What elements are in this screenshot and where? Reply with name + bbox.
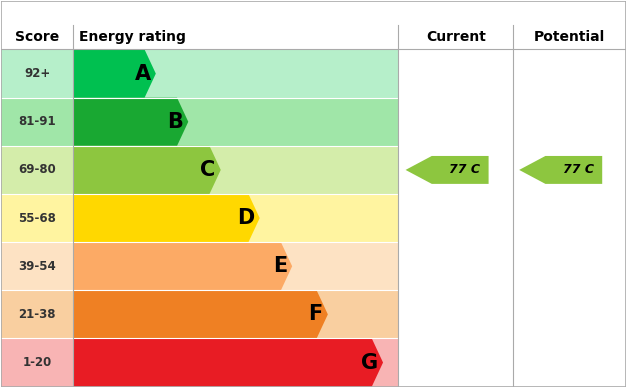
Polygon shape	[73, 194, 260, 242]
Text: C: C	[201, 160, 216, 180]
Text: 77 C: 77 C	[449, 163, 480, 177]
Text: Current: Current	[426, 30, 486, 44]
Text: 1-20: 1-20	[23, 356, 52, 369]
Text: Energy rating: Energy rating	[80, 30, 186, 44]
Text: B: B	[167, 112, 183, 132]
Polygon shape	[73, 146, 221, 194]
Polygon shape	[406, 156, 488, 184]
Bar	[73, 50, 398, 98]
Bar	[73, 290, 398, 338]
Text: Score: Score	[15, 30, 60, 44]
Text: A: A	[135, 64, 151, 84]
Text: D: D	[238, 208, 255, 228]
Bar	[73, 338, 398, 386]
Bar	[73, 98, 398, 146]
Text: 39-54: 39-54	[18, 260, 56, 273]
Bar	[1, 242, 73, 290]
Text: F: F	[308, 304, 323, 324]
Polygon shape	[519, 156, 602, 184]
Polygon shape	[73, 50, 156, 98]
Bar	[1, 50, 73, 98]
Bar	[1, 146, 73, 194]
Text: 55-68: 55-68	[18, 211, 56, 225]
Bar	[73, 146, 398, 194]
Bar	[73, 242, 398, 290]
Bar	[1, 98, 73, 146]
Bar	[1, 290, 73, 338]
Text: 69-80: 69-80	[18, 163, 56, 177]
Text: E: E	[273, 256, 287, 276]
Text: 81-91: 81-91	[18, 115, 56, 128]
Bar	[1, 26, 626, 48]
Text: Potential: Potential	[534, 30, 605, 44]
Text: 21-38: 21-38	[19, 308, 56, 321]
Polygon shape	[73, 242, 292, 290]
Text: 77 C: 77 C	[562, 163, 594, 177]
Bar	[1, 194, 73, 242]
Bar	[1, 338, 73, 386]
Text: 92+: 92+	[24, 67, 50, 80]
Polygon shape	[73, 338, 383, 386]
Text: G: G	[361, 353, 378, 372]
Polygon shape	[73, 98, 188, 146]
Bar	[73, 194, 398, 242]
Polygon shape	[73, 290, 328, 338]
